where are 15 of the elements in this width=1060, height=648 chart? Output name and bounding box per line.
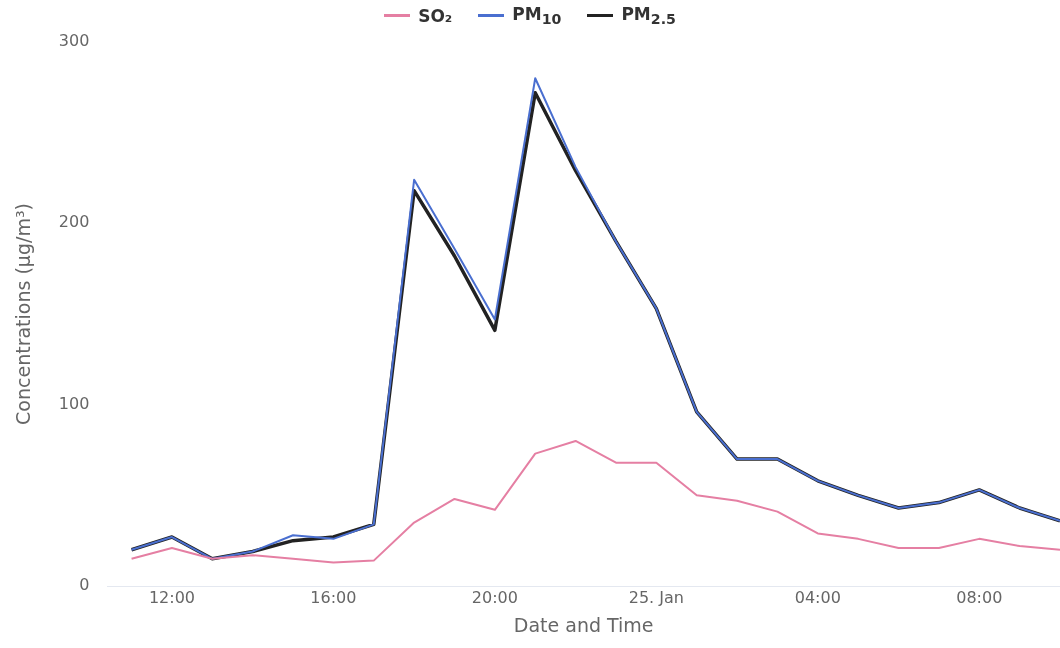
x-axis-title: Date and Time (513, 613, 654, 636)
x-tick-label: 12:00 (148, 587, 195, 607)
y-tick-label: 300 (58, 31, 90, 51)
legend-label: SO₂ (418, 5, 453, 26)
legend-label: PM$_{10}$ (512, 4, 562, 28)
x-tick-label: 20:00 (471, 587, 518, 607)
y-axis-title: Concentrations (µg/m³) (12, 203, 35, 425)
x-tick-label: 25. Jan (628, 587, 684, 607)
y-tick-label: 0 (79, 575, 90, 595)
x-tick-label: 04:00 (794, 587, 841, 607)
legend-label: PM$_{2.5}$ (621, 4, 676, 28)
y-tick-label: 200 (58, 212, 90, 232)
y-tick-label: 100 (58, 393, 90, 413)
x-tick-label: 16:00 (310, 587, 357, 607)
x-tick-label: 08:00 (956, 587, 1003, 607)
